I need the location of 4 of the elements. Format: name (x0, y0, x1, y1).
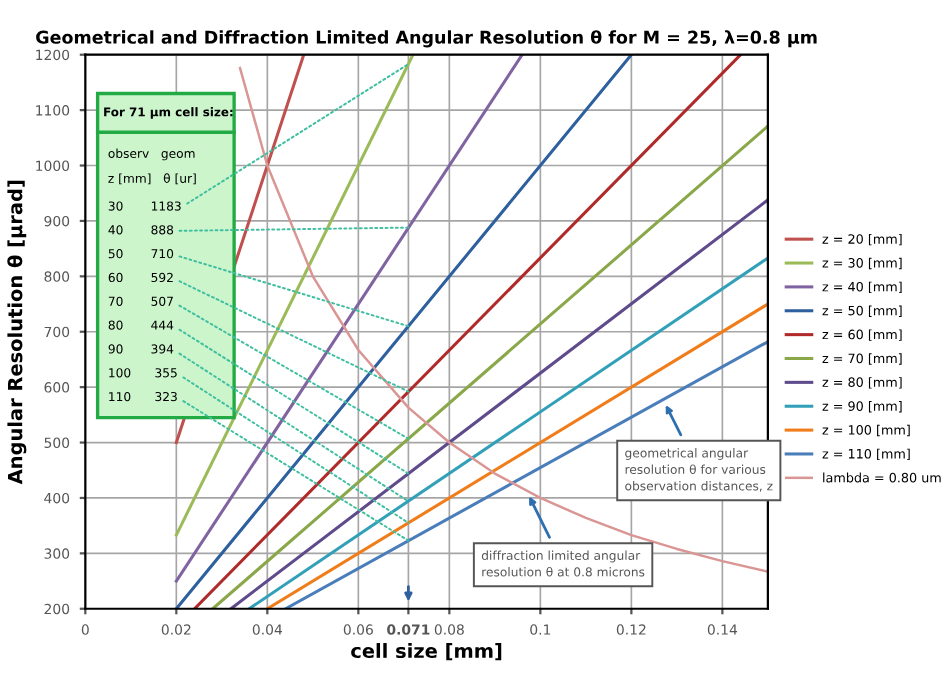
line-series (238, 66, 768, 573)
y-axis-title: Angular Resolution θ [µrad] (7, 180, 27, 485)
x-axis-title: cell size [mm] (351, 643, 502, 661)
chart-title: Geometrical and Diffraction Limited Angular Resolution θ for M = 25, λ=0.8 µm (36, 30, 817, 48)
